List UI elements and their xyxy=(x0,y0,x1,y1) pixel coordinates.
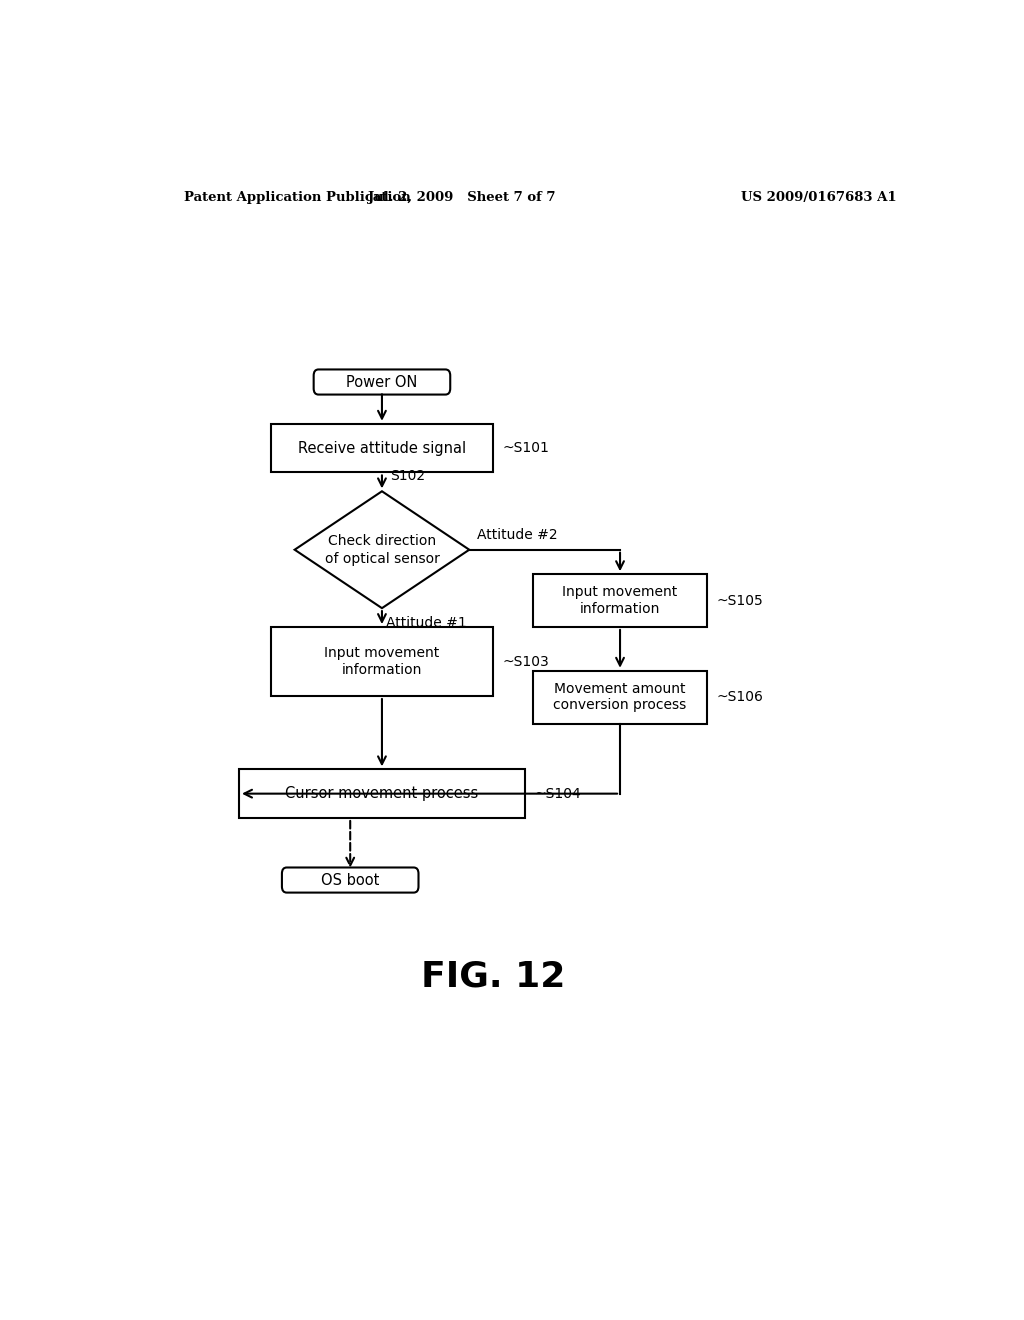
Text: Input movement
information: Input movement information xyxy=(562,586,678,615)
Bar xyxy=(240,770,524,818)
Bar xyxy=(270,424,494,473)
Text: Check direction
of optical sensor: Check direction of optical sensor xyxy=(325,533,439,566)
Bar xyxy=(270,627,494,696)
Text: ~S104: ~S104 xyxy=(535,787,581,801)
Polygon shape xyxy=(295,491,469,609)
Text: ~S103: ~S103 xyxy=(503,655,549,668)
Text: Power ON: Power ON xyxy=(346,375,418,389)
Text: Attitude #2: Attitude #2 xyxy=(477,528,558,541)
Text: ~S101: ~S101 xyxy=(503,441,550,455)
Text: US 2009/0167683 A1: US 2009/0167683 A1 xyxy=(740,190,896,203)
Bar xyxy=(532,574,708,627)
Text: Input movement
information: Input movement information xyxy=(325,647,439,677)
Bar xyxy=(532,671,708,723)
Text: Patent Application Publication: Patent Application Publication xyxy=(183,190,411,203)
Text: ~S106: ~S106 xyxy=(717,690,764,704)
Text: Cursor movement process: Cursor movement process xyxy=(286,787,478,801)
Text: Attitude #1: Attitude #1 xyxy=(386,616,467,630)
Text: ~S105: ~S105 xyxy=(717,594,764,607)
FancyBboxPatch shape xyxy=(282,867,419,892)
Text: FIG. 12: FIG. 12 xyxy=(421,960,565,994)
Text: Jul. 2, 2009   Sheet 7 of 7: Jul. 2, 2009 Sheet 7 of 7 xyxy=(368,190,555,203)
Text: OS boot: OS boot xyxy=(321,873,380,887)
Text: Receive attitude signal: Receive attitude signal xyxy=(298,441,466,455)
FancyBboxPatch shape xyxy=(313,370,451,395)
Text: S102: S102 xyxy=(390,469,425,483)
Text: Movement amount
conversion process: Movement amount conversion process xyxy=(553,682,687,713)
